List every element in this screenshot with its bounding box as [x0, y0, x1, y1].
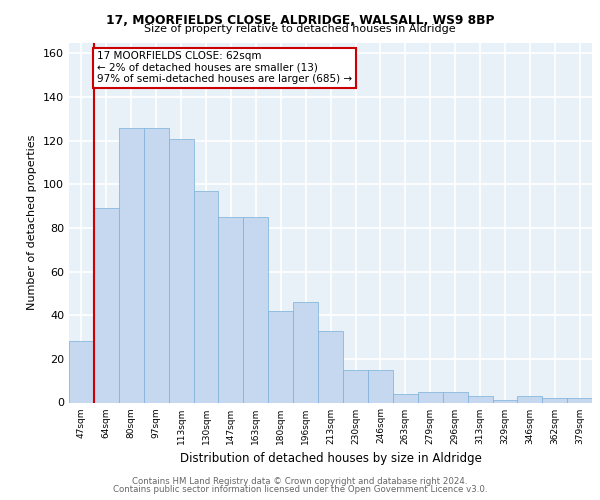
Text: 17, MOORFIELDS CLOSE, ALDRIDGE, WALSALL, WS9 8BP: 17, MOORFIELDS CLOSE, ALDRIDGE, WALSALL,…	[106, 14, 494, 27]
Bar	[119, 128, 144, 402]
Text: Contains public sector information licensed under the Open Government Licence v3: Contains public sector information licen…	[113, 485, 487, 494]
Bar	[244, 217, 268, 402]
X-axis label: Distribution of detached houses by size in Aldridge: Distribution of detached houses by size …	[179, 452, 482, 465]
Bar	[293, 302, 318, 402]
Bar	[69, 342, 94, 402]
Bar	[542, 398, 567, 402]
Bar	[393, 394, 418, 402]
Bar	[144, 128, 169, 402]
Bar	[517, 396, 542, 402]
Text: Size of property relative to detached houses in Aldridge: Size of property relative to detached ho…	[144, 24, 456, 34]
Bar	[94, 208, 119, 402]
Bar	[493, 400, 517, 402]
Text: 17 MOORFIELDS CLOSE: 62sqm
← 2% of detached houses are smaller (13)
97% of semi-: 17 MOORFIELDS CLOSE: 62sqm ← 2% of detac…	[97, 51, 352, 84]
Bar	[268, 311, 293, 402]
Y-axis label: Number of detached properties: Number of detached properties	[28, 135, 37, 310]
Bar	[343, 370, 368, 402]
Bar	[169, 138, 194, 402]
Text: Contains HM Land Registry data © Crown copyright and database right 2024.: Contains HM Land Registry data © Crown c…	[132, 477, 468, 486]
Bar	[443, 392, 467, 402]
Bar	[467, 396, 493, 402]
Bar	[194, 191, 218, 402]
Bar	[318, 330, 343, 402]
Bar	[218, 217, 244, 402]
Bar	[368, 370, 393, 402]
Bar	[418, 392, 443, 402]
Bar	[567, 398, 592, 402]
